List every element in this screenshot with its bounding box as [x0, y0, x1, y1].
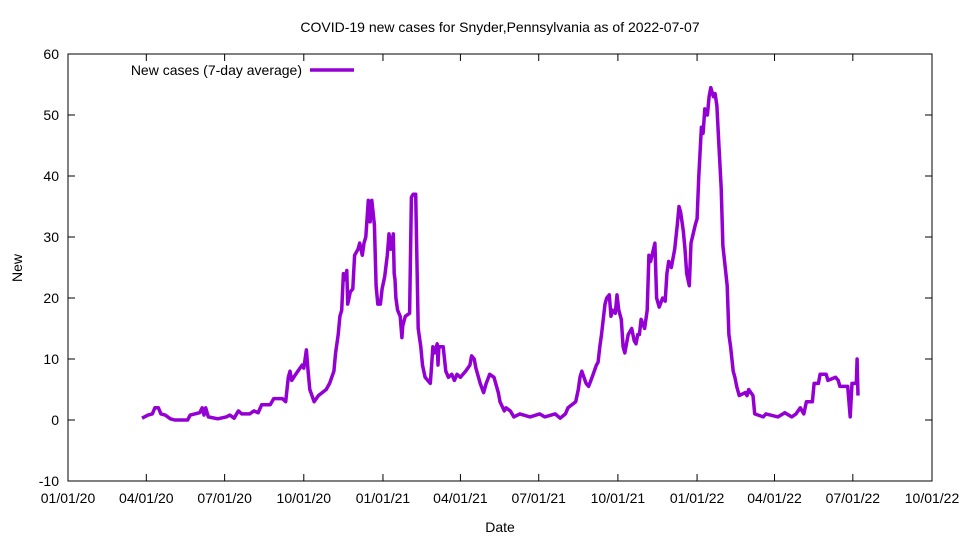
chart-title: COVID-19 new cases for Snyder,Pennsylvan…	[300, 19, 699, 35]
x-tick-label: 07/01/20	[197, 490, 252, 506]
y-tick-label: -10	[39, 473, 59, 489]
x-tick-label: 04/01/20	[119, 490, 174, 506]
y-tick-label: 60	[43, 46, 59, 62]
legend: New cases (7-day average)	[131, 62, 354, 78]
y-tick-label: 0	[51, 412, 59, 428]
series-line-new-cases	[141, 85, 860, 422]
x-tick-label: 10/01/20	[277, 490, 332, 506]
x-tick-label: 01/01/20	[41, 490, 96, 506]
y-axis-label: New	[9, 253, 25, 282]
x-tick-label: 01/01/22	[670, 490, 725, 506]
x-tick-label: 07/01/21	[511, 490, 566, 506]
x-tick-label: 10/01/22	[905, 490, 960, 506]
x-tick-label: 07/01/22	[826, 490, 881, 506]
x-tick-label: 01/01/21	[356, 490, 411, 506]
y-tick-label: 30	[43, 229, 59, 245]
y-tick-label: 40	[43, 168, 59, 184]
x-tick-label: 04/01/22	[747, 490, 802, 506]
legend-label: New cases (7-day average)	[131, 62, 302, 78]
x-axis-label: Date	[485, 519, 515, 535]
y-tick-label: 50	[43, 107, 59, 123]
x-tick-label: 04/01/21	[433, 490, 488, 506]
x-tick-label: 10/01/21	[591, 490, 646, 506]
plot-frame	[67, 53, 933, 482]
y-tick-label: 20	[43, 290, 59, 306]
y-tick-label: 10	[43, 351, 59, 367]
